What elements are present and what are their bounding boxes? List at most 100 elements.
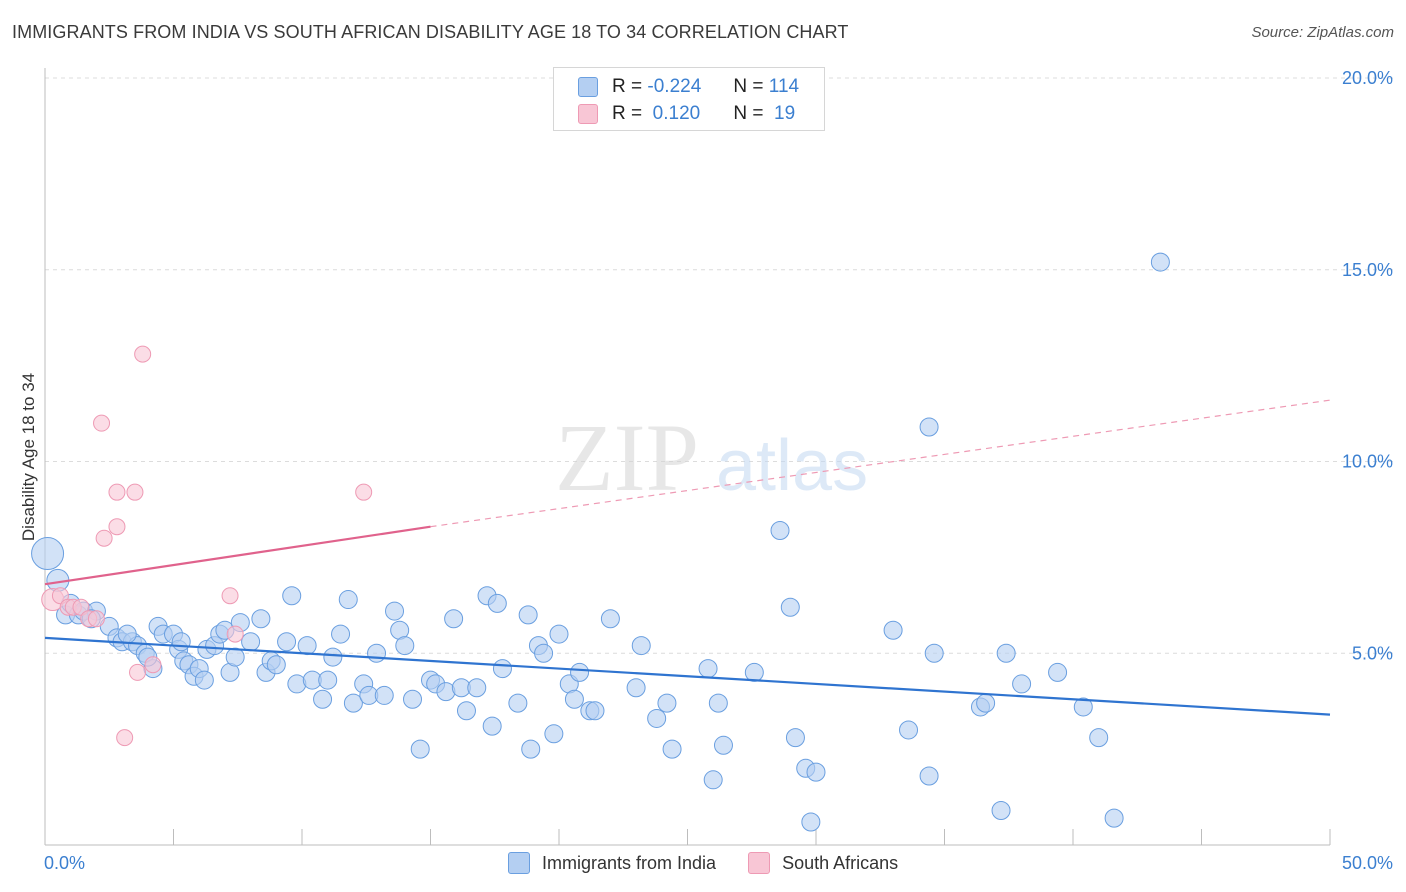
sa-point (108, 518, 126, 536)
india-point (487, 593, 507, 613)
india-point (31, 537, 65, 571)
india-point (1012, 674, 1032, 694)
series-legend: Immigrants from India South Africans (508, 852, 930, 874)
india-point (585, 701, 605, 721)
n-value: 114 (768, 76, 800, 97)
india-point (708, 693, 728, 713)
legend-row-india: R = -0.224 N = 114 (578, 75, 799, 99)
india-point (444, 609, 464, 629)
sa-point (144, 656, 162, 674)
legend-item-sa: South Africans (748, 852, 898, 874)
india-point (251, 609, 271, 629)
watermark: ZIP atlas (555, 404, 868, 511)
n-value: 19 (768, 103, 796, 124)
india-point (713, 735, 733, 755)
trend-lines (44, 399, 1331, 716)
india-point (626, 678, 646, 698)
india-point (456, 701, 476, 721)
n-label: N = (733, 103, 764, 124)
india-point (323, 647, 343, 667)
india-point (1104, 808, 1124, 828)
legend-label-sa: South Africans (782, 852, 899, 873)
sa-swatch (578, 104, 598, 124)
india-point (647, 708, 667, 728)
legend-row-sa: R = 0.120 N = 19 (578, 102, 795, 126)
india-point (518, 605, 538, 625)
sa-point (226, 625, 244, 643)
sa-point (93, 414, 111, 432)
india-point (241, 632, 261, 652)
india-point (403, 689, 423, 709)
india-swatch (508, 852, 530, 874)
india-point (117, 624, 137, 644)
y-tick-label: 10.0% (1342, 452, 1393, 472)
india-point (976, 693, 996, 713)
sa-swatch (748, 852, 771, 874)
n-label: N = (733, 76, 764, 97)
sa-point (95, 529, 113, 547)
r-value: -0.224 (647, 76, 702, 97)
sa-point (126, 483, 144, 501)
india-point (570, 662, 590, 682)
india-point (919, 766, 939, 786)
india-point (899, 720, 919, 740)
sa-point (87, 610, 105, 628)
legend-label-india: Immigrants from India (542, 852, 717, 873)
india-point (698, 659, 718, 679)
sa-point (134, 345, 152, 363)
india-point (703, 770, 723, 790)
india-point (1048, 662, 1068, 682)
india-point (313, 689, 333, 709)
india-point (996, 643, 1016, 663)
india-point (770, 521, 790, 541)
india-point (801, 812, 821, 832)
india-point (534, 643, 554, 663)
india-point (744, 662, 764, 682)
grid-lines (45, 77, 1395, 654)
india-point (991, 800, 1011, 820)
x-tick-label: 50.0% (1342, 853, 1393, 873)
y-tick-label: 20.0% (1342, 68, 1393, 88)
india-point (492, 659, 512, 679)
axes (44, 68, 1331, 846)
sa-points (41, 345, 373, 747)
india-point (631, 636, 651, 656)
india-point (785, 728, 805, 748)
x-tick-label: 0.0% (44, 853, 85, 873)
x-tick-labels: 0.0% 50.0% (44, 853, 1393, 873)
india-point (410, 739, 430, 759)
india-point (919, 417, 939, 437)
sa-point (221, 587, 239, 605)
india-point (277, 632, 297, 652)
india-point (385, 601, 405, 621)
chart-title: IMMIGRANTS FROM INDIA VS SOUTH AFRICAN D… (12, 22, 849, 42)
india-point (367, 643, 387, 663)
india-point (194, 670, 214, 690)
india-point (318, 670, 338, 690)
india-point (282, 586, 302, 606)
india-point (171, 632, 191, 652)
correlation-legend: R = -0.224 N = 114 R = 0.120 N = 19 (553, 67, 825, 131)
y-axis-title: Disability Age 18 to 34 (19, 373, 38, 541)
india-point (338, 590, 358, 610)
watermark-zip: ZIP (555, 404, 699, 511)
india-point (657, 693, 677, 713)
y-tick-labels: 5.0% 10.0% 15.0% 20.0% (1342, 68, 1393, 663)
sa-point (129, 663, 147, 681)
india-point (924, 643, 944, 663)
sa-point (108, 483, 126, 501)
india-point (343, 693, 363, 713)
india-point (780, 597, 800, 617)
sa-point (116, 729, 134, 747)
india-point (482, 716, 502, 736)
india-point (508, 693, 528, 713)
r-label: R = (612, 103, 643, 124)
india-point (467, 678, 487, 698)
india-point (395, 636, 415, 656)
source-label: Source: ZipAtlas.com (1251, 24, 1394, 41)
india-points (31, 252, 1170, 832)
r-label: R = (612, 76, 643, 97)
india-point (225, 647, 245, 667)
india-point (806, 762, 826, 782)
